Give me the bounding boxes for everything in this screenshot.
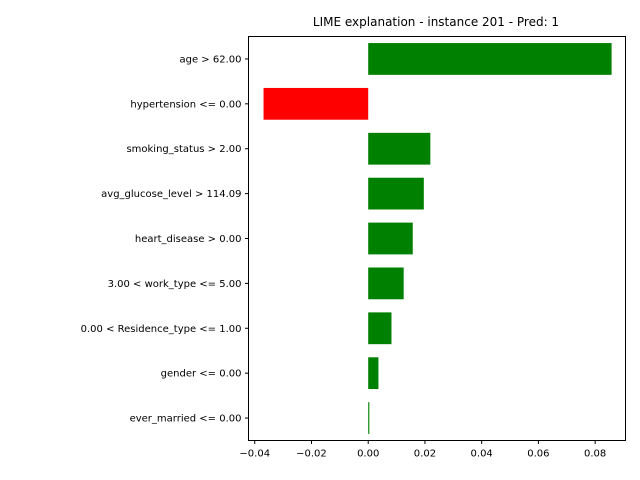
- y-tick-label: hypertension <= 0.00: [130, 99, 241, 110]
- x-tick-label: 0.08: [584, 449, 606, 460]
- x-tick-label: −0.02: [296, 449, 327, 460]
- y-tick-label: age > 62.00: [180, 54, 242, 65]
- y-tick-label: heart_disease > 0.00: [135, 234, 242, 245]
- chart-title: LIME explanation - instance 201 - Pred: …: [313, 15, 559, 29]
- x-tick-label: −0.04: [239, 449, 270, 460]
- x-tick-label: 0.06: [527, 449, 549, 460]
- bar-ever-married-0-00: [368, 402, 370, 434]
- x-ticks: −0.04 −0.02 0.00 0.02 0.04 0.06 0.08: [239, 440, 606, 460]
- axes-frame: [248, 36, 626, 441]
- x-tick-label: 0.04: [471, 449, 493, 460]
- bar-0-00-residence-type-1-00: [368, 312, 392, 345]
- bar-smoking-status-2-00: [368, 132, 431, 165]
- bar-avg-glucose-level-114-09: [368, 177, 424, 210]
- y-tick-label: avg_glucose_level > 114.09: [101, 189, 241, 200]
- y-tick-label: ever_married <= 0.00: [130, 414, 242, 425]
- bar-age-62-00: [368, 43, 612, 75]
- y-tick-label: 0.00 < Residence_type <= 1.00: [81, 324, 242, 335]
- y-tick-labels: age > 62.00 hypertension <= 0.00 smoking_s…: [81, 54, 249, 425]
- y-tick-label: smoking_status > 2.00: [126, 144, 241, 155]
- bar-hypertension-0-00: [263, 87, 369, 120]
- y-tick-label: 3.00 < work_type <= 5.00: [108, 279, 242, 290]
- y-tick-label: gender <= 0.00: [161, 369, 242, 380]
- bars-group: [263, 43, 612, 434]
- bar-heart-disease-0-00: [368, 222, 413, 255]
- x-tick-label: 0.02: [414, 449, 436, 460]
- bar-gender-0-00: [368, 357, 379, 390]
- x-tick-label: 0.00: [357, 449, 379, 460]
- bar-3-00-work-type-5-00: [368, 267, 404, 300]
